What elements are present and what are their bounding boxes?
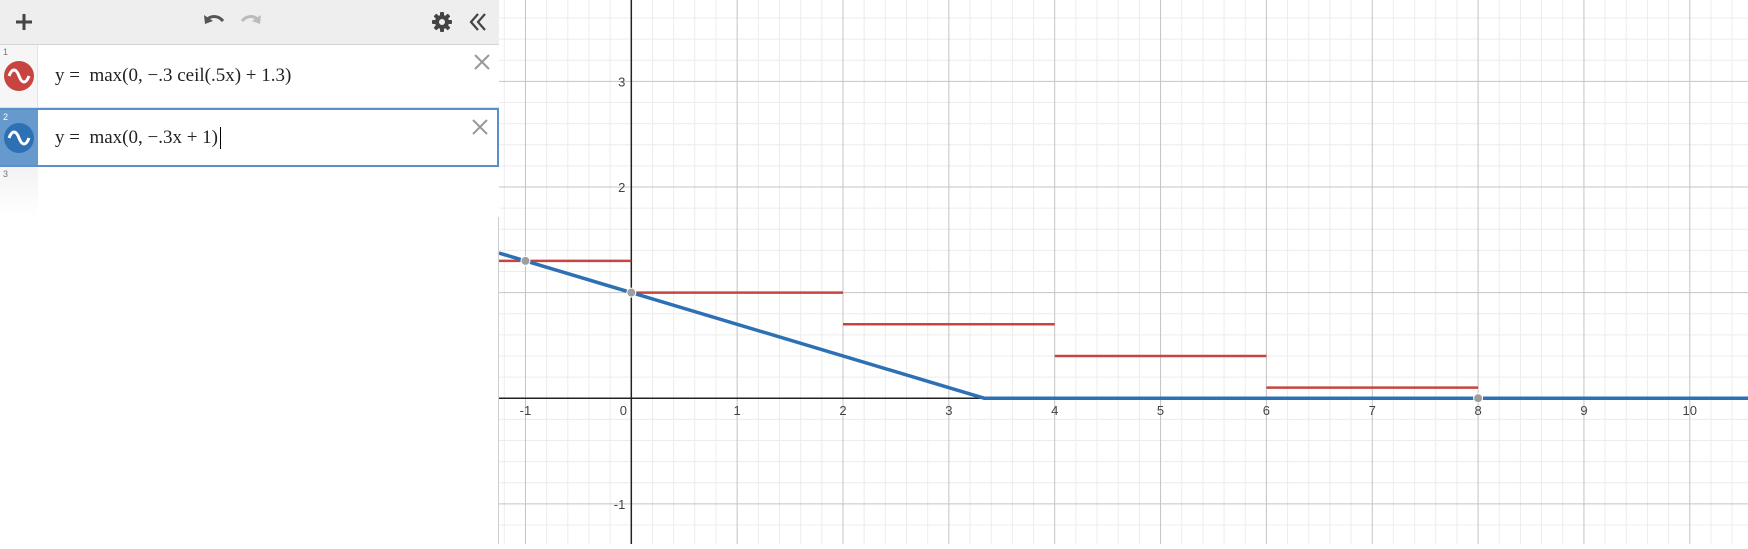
expression-panel: 1 y = max(0, −.3 ceil(.5x) + 1.3) 2 y [0,0,499,544]
x-tick-label: 7 [1369,403,1376,418]
x-tick-label: 3 [945,403,952,418]
tick-labels: -1 0 1 2 3 4 5 6 7 8 9 10 3 2 -1 [520,74,1697,512]
expression-input[interactable]: y = max(0, −.3x + 1) [55,110,222,165]
redo-icon [240,15,261,24]
wave-icon[interactable] [4,122,34,153]
graph-paper[interactable]: -1 0 1 2 3 4 5 6 7 8 9 10 3 2 -1 [498,0,1748,544]
points [520,255,1484,404]
minor-grid [499,0,1748,544]
x-tick-label: 9 [1580,403,1587,418]
undo-icon [204,15,225,24]
point-of-interest [626,287,637,298]
expression-row-3[interactable]: 3 [0,167,499,217]
double-chevron-left-icon [469,13,486,31]
close-icon [472,119,488,135]
y-tick-label: 3 [618,74,625,89]
expression-tab: 3 [0,167,38,217]
expression-row-1[interactable]: 1 y = max(0, −.3 ceil(.5x) + 1.3) [0,45,499,108]
curves [498,251,1748,400]
x-tick-label: 2 [839,403,846,418]
delete-expression-button[interactable] [471,51,493,73]
expression-toolbar [0,0,499,45]
point-of-interest [520,255,531,266]
expression-tab: 2 [0,110,38,165]
x-tick-label: 8 [1474,403,1481,418]
x-tick-label: 6 [1263,403,1270,418]
plus-icon [16,14,32,30]
x-tick-label: 1 [734,403,741,418]
y-tick-label: -1 [614,497,626,512]
x-tick-label: 4 [1051,403,1058,418]
text-cursor [220,126,222,149]
major-grid [499,0,1748,544]
x-tick-label: 10 [1683,403,1697,418]
x-tick-label: 5 [1157,403,1164,418]
settings-button[interactable] [428,8,456,36]
undo-button[interactable] [200,8,228,36]
close-icon [474,54,490,70]
y-tick-label: 2 [618,180,625,195]
add-expression-button[interactable] [10,8,38,36]
expression-row-2[interactable]: 2 y = max(0, −.3x + 1) [0,108,499,167]
expression-number: 2 [3,112,9,122]
gear-icon [432,12,452,32]
expression-text: y = max(0, −.3x + 1) [55,126,219,148]
collapse-panel-button[interactable] [464,8,492,36]
blue-line-curve [498,251,1748,400]
x-tick-label: 0 [620,403,627,418]
expression-input[interactable]: y = max(0, −.3 ceil(.5x) + 1.3) [55,65,292,86]
expression-number: 1 [3,47,9,57]
expression-number: 3 [3,169,9,179]
expression-tab: 1 [0,45,38,107]
x-tick-label: -1 [520,403,532,418]
wave-icon[interactable] [4,61,34,91]
graph-canvas[interactable]: -1 0 1 2 3 4 5 6 7 8 9 10 3 2 -1 [498,0,1748,544]
delete-expression-button[interactable] [469,116,491,138]
point-of-interest [1473,393,1484,404]
redo-button[interactable] [237,8,265,36]
